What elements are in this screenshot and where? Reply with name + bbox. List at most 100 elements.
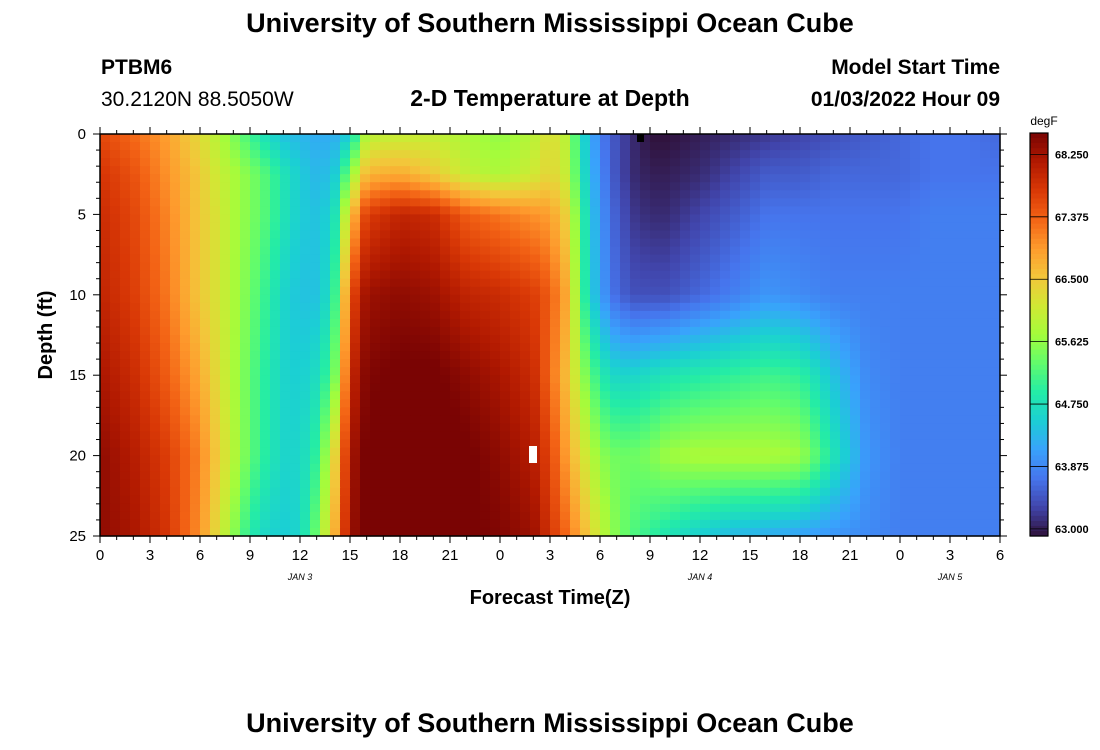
heatmap-cell [950, 431, 961, 441]
heatmap-cell [450, 198, 461, 207]
heatmap-cell [350, 335, 361, 344]
heatmap-cell [460, 254, 471, 264]
heatmap-cell [850, 423, 861, 433]
heatmap-cell [700, 511, 711, 521]
heatmap-cell [150, 150, 161, 159]
heatmap-cell [350, 391, 361, 400]
heatmap-cell [180, 423, 191, 433]
heatmap-cell [210, 519, 221, 529]
heatmap-cell [580, 230, 591, 240]
heatmap-cell [240, 150, 251, 159]
heatmap-cell [620, 415, 631, 425]
heatmap-cell [990, 447, 1001, 457]
heatmap-cell [270, 487, 281, 497]
heatmap-cell [930, 455, 941, 465]
heatmap-cell [630, 238, 641, 248]
heatmap-cell [560, 351, 571, 360]
heatmap-cell [540, 431, 551, 441]
heatmap-cell [440, 447, 451, 457]
heatmap-cell [950, 270, 961, 280]
heatmap-cell [910, 343, 921, 352]
heatmap-cell [950, 174, 961, 183]
heatmap-cell [850, 214, 861, 224]
heatmap-cell [930, 383, 941, 392]
heatmap-cell [990, 527, 1001, 537]
heatmap-cell [490, 230, 501, 240]
heatmap-cell [860, 519, 871, 529]
heatmap-cell [230, 286, 241, 296]
heatmap-cell [100, 351, 111, 360]
heatmap-cell [140, 335, 151, 344]
heatmap-cell [290, 174, 301, 183]
heatmap-cell [150, 230, 161, 240]
heatmap-cell [520, 326, 531, 336]
heatmap-cell [460, 527, 471, 537]
heatmap-cell [330, 335, 341, 344]
heatmap-cell [500, 423, 511, 433]
heatmap-cell [670, 455, 681, 465]
heatmap-cell [860, 375, 871, 384]
heatmap-cell [420, 310, 431, 320]
heatmap-cell [390, 198, 401, 207]
heatmap-cell [710, 479, 721, 489]
heatmap-cell [460, 399, 471, 408]
heatmap-cell [670, 150, 681, 159]
heatmap-cell [680, 142, 691, 151]
heatmap-cell [400, 367, 411, 376]
heatmap-cell [680, 206, 691, 215]
heatmap-cell [520, 495, 531, 505]
heatmap-cell [310, 222, 321, 232]
heatmap-cell [850, 206, 861, 215]
colorbar-segment [1030, 314, 1048, 320]
heatmap-cell [520, 359, 531, 368]
heatmap-cell [960, 391, 971, 400]
heatmap-cell [960, 142, 971, 151]
heatmap-cell [720, 375, 731, 384]
heatmap-cell [710, 182, 721, 191]
heatmap-cell [850, 527, 861, 537]
heatmap-cell [620, 495, 631, 505]
heatmap-cell [770, 463, 781, 473]
heatmap-cell [710, 278, 721, 288]
heatmap-cell [460, 463, 471, 473]
heatmap-cell [210, 142, 221, 151]
heatmap-cell [500, 367, 511, 376]
heatmap-cell [420, 214, 431, 224]
heatmap-cell [860, 310, 871, 320]
heatmap-cell [810, 254, 821, 264]
heatmap-cell [290, 158, 301, 167]
heatmap-cell [430, 343, 441, 352]
heatmap-cell [610, 190, 621, 199]
heatmap-cell [950, 383, 961, 392]
heatmap-cell [550, 375, 561, 384]
heatmap-cell [830, 343, 841, 352]
heatmap-cell [650, 198, 661, 207]
heatmap-cell [290, 455, 301, 465]
heatmap-cell [240, 351, 251, 360]
heatmap-cell [810, 310, 821, 320]
heatmap-cell [640, 254, 651, 264]
heatmap-cell [520, 463, 531, 473]
colorbar-unit: degF [1030, 114, 1057, 128]
heatmap-cell [810, 222, 821, 232]
heatmap-cell [150, 407, 161, 416]
heatmap-cell [370, 302, 381, 312]
heatmap-cell [610, 495, 621, 505]
heatmap-cell [130, 238, 141, 248]
heatmap-cell [410, 503, 421, 513]
heatmap-cell [520, 174, 531, 183]
heatmap-cell [680, 302, 691, 312]
heatmap-cell [900, 166, 911, 175]
heatmap-cell [120, 399, 131, 408]
colorbar-segment [1030, 153, 1048, 159]
heatmap-cell [950, 230, 961, 240]
heatmap-cell [660, 439, 671, 449]
heatmap-cell [180, 527, 191, 537]
heatmap-cell [520, 519, 531, 529]
heatmap-cell [730, 222, 741, 232]
heatmap-cell [960, 519, 971, 529]
heatmap-cell [200, 471, 211, 481]
heatmap-cell [670, 254, 681, 264]
heatmap-cell [580, 511, 591, 521]
heatmap-cell [930, 479, 941, 489]
